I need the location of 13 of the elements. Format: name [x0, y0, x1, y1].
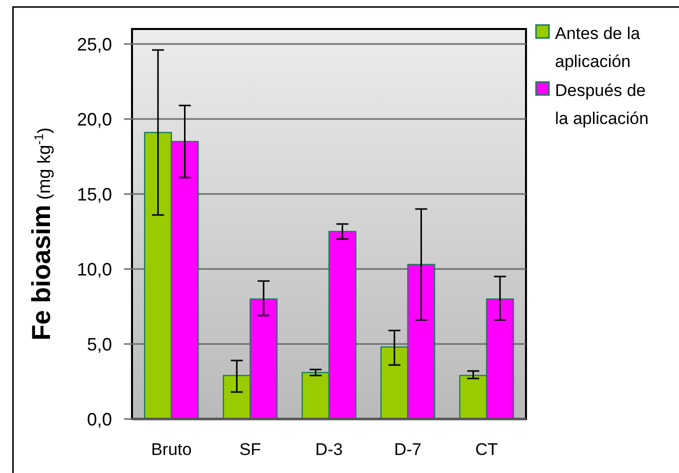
- x-tick-label: CT: [475, 440, 498, 459]
- legend-label: Después de la aplicación: [555, 80, 649, 128]
- y-tick-label: 0,0: [86, 409, 112, 430]
- y-tick-label: 25,0: [76, 34, 112, 54]
- y-tick-label: 10,0: [76, 259, 112, 280]
- x-tick-label: Bruto: [151, 440, 192, 459]
- x-tick-label: SF: [239, 440, 262, 459]
- y-tick-label: 15,0: [76, 184, 112, 204]
- x-tick-label: D-3: [315, 440, 343, 459]
- x-tick-label: D-7: [394, 440, 422, 459]
- legend-label: Antes de la aplicación: [555, 24, 641, 71]
- y-tick-label: 5,0: [86, 334, 112, 354]
- y-tick-label: 20,0: [76, 109, 112, 130]
